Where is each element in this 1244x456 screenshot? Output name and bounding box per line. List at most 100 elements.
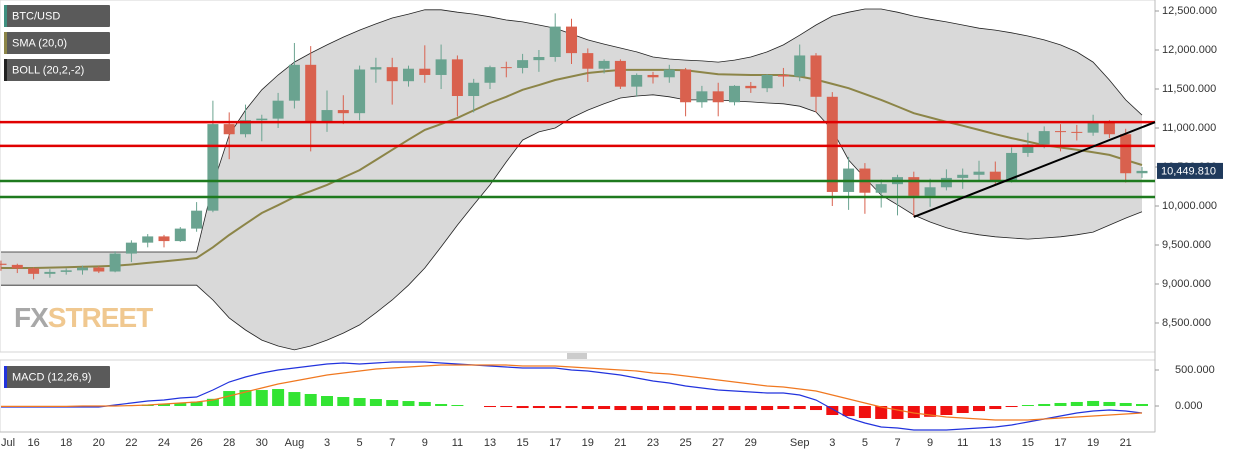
x-tick-label: 13	[484, 437, 496, 449]
candle-body	[77, 267, 88, 271]
candle-body	[729, 85, 740, 103]
histogram-bar	[924, 406, 937, 417]
candle-body	[1071, 131, 1083, 133]
x-tick-label: 9	[927, 437, 933, 449]
candle-body	[288, 64, 300, 101]
x-tick-label: 19	[1087, 437, 1099, 449]
y-tick-label: 9,500.000	[1162, 239, 1211, 251]
x-tick-label: 30	[256, 437, 268, 449]
x-tick-label: 7	[389, 437, 395, 449]
candle-body	[1087, 120, 1099, 133]
y-tick-label: 0.000	[1175, 400, 1203, 412]
histogram-bar	[206, 398, 219, 407]
candle-body	[0, 263, 7, 265]
histogram-bar	[255, 390, 268, 407]
histogram-bar	[239, 390, 252, 407]
candle-body	[1006, 152, 1018, 181]
histogram-bar	[174, 403, 187, 407]
last-price-box	[1157, 162, 1223, 179]
candle-body	[794, 55, 806, 77]
x-tick-label: 7	[894, 437, 900, 449]
candle-body	[1120, 134, 1132, 174]
histogram-bar	[826, 406, 839, 416]
legend-box	[4, 32, 110, 54]
candle-body	[908, 177, 920, 196]
histogram-bar	[810, 406, 822, 411]
candle-body	[305, 64, 317, 123]
candle-body	[989, 171, 1001, 181]
candle-body	[957, 174, 969, 178]
panel-splitter[interactable]	[567, 353, 587, 359]
histogram-bar	[532, 406, 545, 409]
candle-body	[533, 57, 545, 61]
histogram-bar	[744, 406, 757, 411]
candle-body	[44, 271, 56, 274]
histogram-bar	[761, 406, 774, 411]
x-tick-label: 21	[614, 437, 626, 449]
candle-body	[500, 67, 512, 69]
histogram-bar	[337, 397, 350, 407]
y-tick-label: 9,000.000	[1162, 278, 1211, 290]
candle-body	[174, 228, 186, 242]
legend-swatch	[4, 32, 7, 54]
legend-swatch	[4, 59, 7, 81]
x-tick-label: Aug	[285, 437, 305, 449]
candle-body	[810, 55, 822, 97]
candle-body	[11, 264, 23, 269]
candle-body	[745, 85, 757, 89]
histogram-bar	[630, 406, 643, 411]
candle-body	[191, 210, 203, 229]
x-tick-label: 5	[862, 437, 868, 449]
x-tick-label: 28	[223, 437, 235, 449]
histogram-bar	[858, 406, 871, 419]
histogram-bar	[1103, 401, 1116, 407]
candle-body	[109, 253, 121, 272]
x-tick-label: 18	[60, 437, 72, 449]
histogram-bar	[1021, 405, 1034, 407]
histogram-bar	[565, 406, 578, 409]
candle-body	[240, 120, 251, 135]
histogram-bar	[1070, 401, 1083, 407]
x-tick-label: 23	[647, 437, 659, 449]
candle-body	[614, 60, 626, 87]
histogram-bar	[940, 406, 953, 416]
x-tick-label: 27	[712, 437, 724, 449]
trendline	[913, 121, 1156, 218]
x-tick-label: 9	[422, 437, 428, 449]
histogram-bar	[353, 398, 366, 407]
histogram-bar	[891, 406, 904, 419]
watermark-part: STREET	[48, 302, 153, 333]
x-tick-label: 15	[516, 437, 528, 449]
x-tick-label: 25	[679, 437, 691, 449]
histogram-bar	[516, 406, 529, 409]
candle-body	[940, 177, 952, 188]
macd-line	[1, 361, 1143, 431]
histogram-bar	[1005, 406, 1018, 408]
x-tick-label: 21	[1120, 437, 1132, 449]
bollinger-lower	[1, 94, 1143, 351]
y-tick-label: 11,000.000	[1162, 122, 1216, 134]
legend-swatch	[4, 366, 7, 388]
candle-body	[777, 74, 789, 77]
histogram-bar	[402, 401, 415, 407]
candle-body	[647, 74, 659, 78]
signal-line	[1, 364, 1143, 421]
candle-body	[1136, 170, 1148, 174]
legend-label: BTC/USD	[12, 10, 60, 22]
candle-body	[386, 67, 398, 82]
candle-body	[435, 59, 447, 75]
histogram-bar	[1136, 403, 1148, 407]
histogram-bar	[989, 406, 1002, 410]
histogram-bar	[1038, 403, 1051, 407]
candle-body	[468, 82, 480, 97]
histogram-bar	[581, 406, 594, 410]
histogram-bar	[369, 399, 382, 407]
candle-body	[403, 68, 414, 82]
candle-body	[1038, 131, 1050, 145]
legend-swatch	[4, 5, 7, 27]
x-tick-label: 20	[93, 437, 105, 449]
x-tick-label: 19	[582, 437, 594, 449]
bollinger-band-fill	[1, 9, 1142, 350]
candle-body	[598, 60, 610, 69]
histogram-bar	[158, 403, 170, 407]
